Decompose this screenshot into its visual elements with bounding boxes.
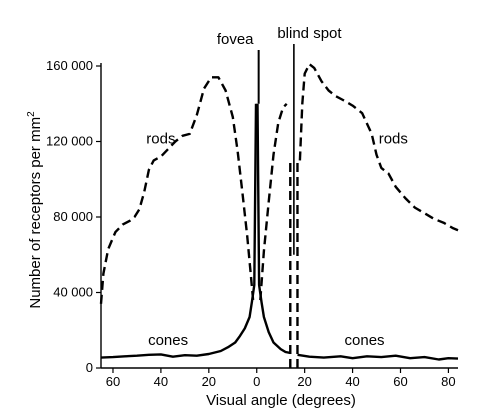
x-tick-label: 60 — [393, 374, 407, 389]
x-tick-label: 40 — [345, 374, 359, 389]
annotation-cones: cones — [345, 332, 385, 349]
x-axis-label: Visual angle (degrees) — [206, 392, 356, 409]
series-line-rods — [298, 62, 459, 232]
x-tick-label: 40 — [154, 374, 168, 389]
annotation-rods: rods — [146, 130, 175, 147]
annotation-rods: rods — [379, 130, 408, 147]
x-tick-label: 80 — [441, 374, 455, 389]
marker-lines — [257, 44, 299, 368]
axes: 60 40 20 0 20 40 60 80 0 40 000 80 000 120 000 160 0… — [46, 58, 458, 389]
y-tick-label: 160 000 — [46, 58, 93, 73]
annotation-cones: cones — [148, 332, 188, 349]
series-line-cones — [297, 353, 459, 361]
annotation-blind-spot: blind spot — [277, 25, 342, 42]
y-tick-label: 120 000 — [46, 134, 93, 149]
x-tick-label: 20 — [202, 374, 216, 389]
x-tick-label: 0 — [253, 374, 260, 389]
y-axis-label-main: Number of receptors per mm — [27, 117, 44, 309]
annotation-fovea: fovea — [217, 31, 254, 48]
annotation-group: fovea blind spot rods rods cones cones — [146, 25, 408, 349]
series-line-cones — [100, 103, 258, 359]
y-axis-label: Number of receptors per mm2 — [26, 111, 44, 309]
series-group — [99, 62, 459, 361]
series-line-rods — [259, 102, 288, 301]
series-line-rods — [99, 76, 255, 304]
x-tick-label: 60 — [106, 374, 120, 389]
y-axis-label-superscript: 2 — [26, 111, 37, 117]
y-tick-label: 40 000 — [53, 285, 93, 300]
y-tick-label: 0 — [86, 360, 93, 375]
series-line-cones — [256, 103, 291, 355]
y-tick-label: 80 000 — [53, 209, 93, 224]
x-tick-label: 20 — [297, 374, 311, 389]
